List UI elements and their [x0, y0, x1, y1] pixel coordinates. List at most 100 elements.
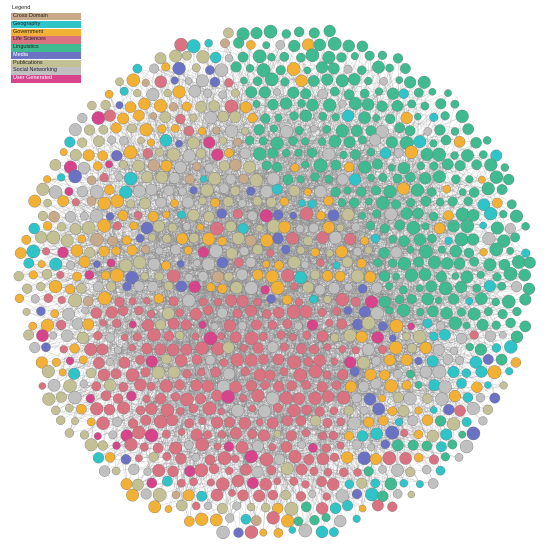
graph-node	[170, 76, 179, 85]
graph-node	[393, 148, 404, 158]
graph-node	[253, 147, 267, 161]
graph-node	[26, 244, 41, 259]
graph-node	[272, 402, 283, 413]
graph-node	[414, 356, 423, 366]
graph-node	[413, 256, 424, 268]
graph-node	[85, 393, 95, 404]
graph-node	[182, 222, 192, 231]
graph-node	[48, 280, 63, 294]
graph-edge	[180, 116, 418, 459]
graph-node	[133, 280, 145, 292]
graph-node	[330, 187, 341, 198]
graph-node	[267, 98, 279, 111]
graph-node	[274, 113, 283, 122]
graph-node	[107, 235, 118, 247]
graph-node	[267, 489, 279, 501]
graph-node	[521, 248, 531, 258]
graph-node	[321, 443, 332, 453]
graph-node	[376, 196, 390, 210]
graph-node	[124, 101, 137, 113]
graph-node	[28, 194, 42, 208]
graph-node	[97, 150, 108, 161]
graph-node	[84, 270, 95, 280]
graph-node	[258, 136, 268, 146]
graph-node	[273, 477, 282, 486]
graph-node	[350, 149, 361, 160]
graph-node	[168, 296, 179, 307]
graph-node	[388, 334, 397, 343]
graph-node	[489, 170, 504, 184]
graph-node	[421, 292, 434, 306]
graph-node	[395, 295, 405, 305]
graph-node	[117, 210, 129, 221]
graph-node	[147, 328, 161, 342]
graph-node	[252, 244, 264, 255]
graph-node	[273, 528, 284, 538]
graph-node	[280, 462, 294, 476]
graph-node	[316, 210, 326, 221]
graph-node	[125, 368, 140, 382]
graph-node	[87, 100, 97, 111]
graph-node	[316, 231, 329, 244]
graph-node	[84, 342, 98, 356]
graph-node	[126, 488, 139, 502]
graph-node	[465, 297, 474, 305]
graph-node	[251, 440, 264, 453]
graph-node	[357, 135, 367, 145]
graph-node	[141, 245, 150, 254]
graph-node	[458, 430, 467, 439]
graph-node	[223, 27, 234, 39]
graph-node	[479, 248, 488, 257]
graph-node	[98, 245, 110, 257]
graph-node	[334, 515, 347, 528]
graph-edge	[188, 80, 245, 496]
graph-node	[107, 135, 117, 145]
graph-node	[97, 196, 111, 210]
graph-node	[247, 112, 258, 123]
graph-node	[475, 292, 488, 305]
graph-node	[450, 151, 459, 160]
graph-node	[217, 236, 228, 246]
graph-node	[471, 381, 483, 393]
graph-node	[365, 221, 376, 231]
graph-node	[197, 271, 209, 282]
graph-node	[519, 293, 532, 306]
graph-node	[289, 476, 299, 486]
graph-node	[328, 282, 341, 295]
graph-node	[203, 136, 216, 149]
graph-node	[390, 246, 403, 259]
graph-node	[303, 187, 312, 196]
graph-node	[79, 211, 89, 221]
graph-edge	[26, 311, 295, 411]
graph-node	[463, 247, 475, 259]
graph-node	[180, 319, 192, 331]
graph-node	[397, 303, 411, 317]
graph-node	[97, 440, 108, 451]
graph-node	[453, 257, 466, 270]
graph-node	[237, 51, 249, 63]
graph-node	[316, 452, 330, 466]
graph-node	[183, 125, 195, 137]
graph-node	[196, 368, 206, 377]
graph-node	[398, 235, 410, 247]
graph-node	[223, 441, 234, 452]
graph-node	[232, 208, 244, 219]
graph-node	[196, 50, 210, 64]
graph-node	[60, 329, 74, 342]
graph-node	[322, 492, 331, 501]
graph-node	[272, 232, 284, 245]
graph-node	[223, 271, 234, 282]
graph-node	[154, 246, 164, 256]
graph-node	[364, 271, 377, 283]
graph-node	[336, 318, 348, 330]
graph-node	[330, 333, 340, 343]
graph-node	[308, 27, 320, 39]
graph-node	[195, 100, 208, 113]
graph-node	[456, 378, 467, 389]
graph-node	[337, 369, 349, 381]
graph-node	[110, 122, 122, 134]
graph-node	[497, 234, 511, 248]
graph-node	[159, 379, 173, 393]
graph-node	[490, 221, 504, 235]
